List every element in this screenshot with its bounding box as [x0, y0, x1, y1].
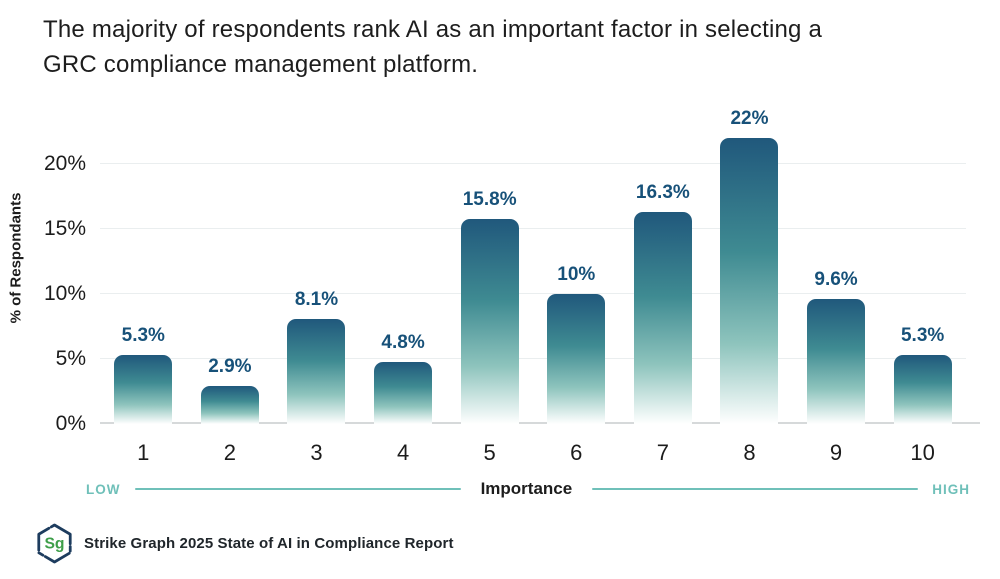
bar-value-label-3: 8.1% — [294, 288, 339, 310]
x-tick-label-8: 8 — [743, 440, 756, 465]
bar-value-label-1: 5.3% — [121, 325, 165, 347]
bar-column-10: 5.3% — [879, 130, 966, 424]
bar-value-label-5: 15.8% — [462, 188, 517, 210]
bar-1 — [114, 355, 173, 424]
axis-low-label: LOW — [86, 481, 121, 497]
bar-column-1: 5.3% — [100, 130, 187, 424]
logo-sg-text: Sg — [44, 536, 64, 553]
gridline-10% — [100, 293, 966, 294]
gridline-0% — [100, 422, 980, 424]
bar-4 — [374, 361, 433, 424]
bar-column-4: 4.8% — [360, 130, 447, 424]
bar-3 — [287, 318, 346, 424]
gridline-15% — [100, 228, 966, 229]
y-tick-label: 20% — [43, 152, 86, 175]
chart-title-line2: GRC compliance management platform. — [43, 51, 479, 78]
bar-9 — [807, 299, 866, 424]
footer: Sg Strike Graph 2025 State of AI in Comp… — [36, 523, 454, 564]
y-tick-label: 15% — [43, 217, 86, 240]
x-tick-label-1: 1 — [137, 440, 150, 465]
x-axis-title: Importance — [480, 479, 573, 498]
bar-value-label-2: 2.9% — [208, 356, 252, 378]
bar-value-label-6: 10% — [557, 264, 596, 285]
bar-column-6: 10% — [533, 130, 620, 424]
bar-5 — [460, 218, 519, 424]
x-tick-label-10: 10 — [910, 440, 935, 465]
bar-value-label-4: 4.8% — [381, 331, 425, 353]
x-tick-label-6: 6 — [570, 440, 583, 465]
axis-line-right — [592, 488, 919, 490]
y-tick-label: 0% — [55, 412, 86, 435]
bar-column-9: 9.6% — [793, 130, 880, 424]
bar-column-7: 16.3% — [620, 130, 707, 424]
gridline-5% — [100, 358, 966, 359]
bar-7 — [633, 212, 692, 424]
x-tick-label-9: 9 — [829, 440, 843, 465]
x-tick-label-7: 7 — [656, 440, 669, 465]
chart-title: The majority of respondents rank AI as a… — [43, 12, 822, 82]
x-tick-label-3: 3 — [310, 440, 323, 465]
y-axis-tick-labels: 0% 5% 10% 15% 20% — [0, 130, 86, 435]
x-tick-label-2: 2 — [223, 440, 237, 465]
bar-value-label-7: 16.3% — [635, 182, 690, 204]
bars-container: 5.3% 2.9% 8.1% 4.8% 15.8% 10% 16.3% 22% 9.6% 5.3% — [100, 109, 966, 424]
x-axis-tick-labels: 1 2 3 4 5 6 7 8 9 10 — [100, 440, 966, 466]
x-tick-label-5: 5 — [483, 440, 496, 465]
strike-graph-logo-icon: Sg — [37, 523, 72, 564]
plot-area: 5.3% 2.9% 8.1% 4.8% 15.8% 10% 16.3% 22% 9.6% 5.3% — [100, 109, 980, 424]
bar-8 — [720, 138, 779, 424]
x-tick-label-4: 4 — [396, 440, 410, 465]
bar-column-5: 15.8% — [446, 130, 533, 424]
bar-value-label-8: 22% — [730, 108, 769, 129]
axis-line-left — [134, 488, 461, 490]
bar-column-3: 8.1% — [273, 130, 360, 424]
bar-column-2: 2.9% — [187, 130, 274, 424]
importance-axis-row: LOW Importance HIGH — [86, 479, 970, 499]
bar-10 — [893, 355, 952, 424]
chart-title-line1: The majority of respondents rank AI as a… — [43, 16, 822, 43]
bar-column-8: 22% — [706, 109, 793, 424]
bar-6 — [547, 294, 606, 424]
y-tick-label: 5% — [55, 347, 86, 370]
bar-value-label-9: 9.6% — [814, 269, 858, 291]
footer-source-text: Strike Graph 2025 State of AI in Complia… — [84, 535, 454, 552]
bar-value-label-10: 5.3% — [900, 325, 945, 347]
bar-2 — [200, 386, 259, 424]
axis-high-label: HIGH — [932, 481, 971, 497]
y-tick-label: 10% — [43, 282, 86, 305]
gridline-20% — [100, 163, 966, 164]
